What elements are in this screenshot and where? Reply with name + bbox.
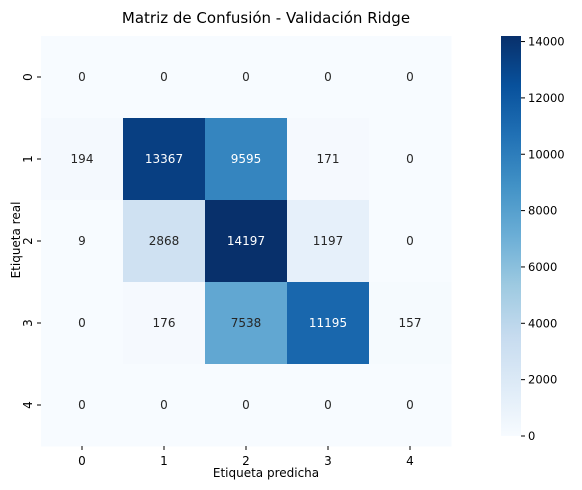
cell-value-label: 0 [324,398,332,412]
x-tick-label: 2 [242,454,250,468]
colorbar-tick-label: 4000 [528,316,557,330]
cell-value-label: 157 [399,316,422,330]
cell-value-label: 176 [153,316,176,330]
heatmap-cell [205,282,288,365]
cell-value-label: 1197 [313,234,344,248]
heatmap-cell [41,118,124,201]
heatmap-cell [41,364,124,447]
cell-value-label: 171 [317,152,340,166]
cell-value-label: 13367 [145,152,183,166]
heatmap-cell [369,364,452,447]
colorbar-tick-label: 0 [528,429,535,443]
x-tick-label: 1 [160,454,168,468]
y-axis-label: Etiqueta real [9,202,23,279]
heatmap-cell [123,36,206,119]
heatmap-cell [287,36,370,119]
cell-value-label: 0 [324,70,332,84]
colorbar-tick-label: 14000 [528,35,565,49]
heatmap-cell [123,200,206,283]
heatmap-cell [287,200,370,283]
heatmap-cell [123,364,206,447]
heatmap-cell [369,118,452,201]
cell-value-label: 0 [242,398,250,412]
cell-value-label: 0 [160,398,168,412]
chart-title: Matriz de Confusión - Validación Ridge [122,9,410,27]
y-tick-label: 1 [21,155,35,163]
heatmap-cell [369,282,452,365]
colorbar-tick-label: 12000 [528,91,565,105]
cell-value-label: 0 [78,316,86,330]
heatmap-cell [123,118,206,201]
y-tick-label: 0 [21,73,35,81]
cell-value-label: 0 [160,70,168,84]
heatmap-cell [41,200,124,283]
heatmap-cell [287,364,370,447]
heatmap-cell [287,282,370,365]
heatmap-cell [369,200,452,283]
y-tick-label: 3 [21,319,35,327]
cell-value-label: 9 [78,234,86,248]
heatmap-cell [205,36,288,119]
cell-value-label: 9595 [231,152,262,166]
x-axis-ticks: 0 1 2 3 4 [78,446,414,468]
cell-value-label: 11195 [309,316,347,330]
x-tick-label: 4 [406,454,414,468]
heatmap-cell [287,118,370,201]
heatmap-cell [123,282,206,365]
heatmap-cell [205,200,288,283]
heatmap-cell [369,36,452,119]
colorbar-gradient [501,36,521,436]
colorbar-tick-label: 8000 [528,204,557,218]
cell-value-label: 0 [406,152,414,166]
colorbar-tick-label: 6000 [528,260,557,274]
heatmap-cell [205,118,288,201]
heatmap-cell [205,364,288,447]
cell-value-label: 2868 [149,234,180,248]
cell-value-label: 0 [406,398,414,412]
cell-value-label: 0 [78,70,86,84]
heatmap-cell [41,36,124,119]
colorbar-tick-label: 10000 [528,147,565,161]
heatmap-cell [41,282,124,365]
cell-value-label: 7538 [231,316,262,330]
cell-value-label: 194 [71,152,94,166]
y-axis-ticks: 0 1 2 3 4 [21,73,41,409]
x-tick-label: 0 [78,454,86,468]
cell-value-label: 0 [78,398,86,412]
y-tick-label: 2 [21,237,35,245]
x-tick-label: 3 [324,454,332,468]
cell-value-label: 0 [406,234,414,248]
y-tick-label: 4 [21,401,35,409]
x-axis-label: Etiqueta predicha [213,466,319,480]
colorbar-tick-label: 2000 [528,373,557,387]
colorbar: 0 2000 4000 6000 8000 10000 12000 14000 [501,35,565,443]
cell-value-label: 0 [242,70,250,84]
cell-value-label: 0 [406,70,414,84]
cell-value-label: 14197 [227,234,265,248]
heatmap-cells: 0 0 0 0 0 194 13367 9595 171 0 9 2868 14197 1197 0 0 176… [41,36,452,447]
